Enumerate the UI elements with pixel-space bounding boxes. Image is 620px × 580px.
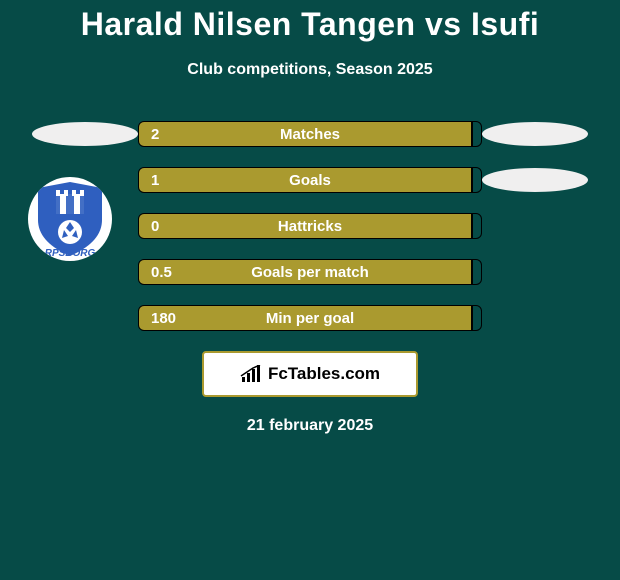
bar-left: 0 (138, 213, 472, 239)
brand-text: FcTables.com (268, 364, 380, 384)
bar-right (472, 121, 482, 147)
bar-value-left: 1 (151, 172, 159, 189)
date-text: 21 february 2025 (0, 417, 620, 435)
stat-bar: 2Matches (138, 121, 482, 147)
subtitle: Club competitions, Season 2025 (0, 61, 620, 79)
stat-row: 0Hattricks (0, 213, 620, 239)
page-title: Harald Nilsen Tangen vs Isufi (0, 0, 620, 43)
stat-row: 0.5Goals per match (0, 259, 620, 285)
bar-right (472, 305, 482, 331)
bar-right (472, 213, 482, 239)
player-photo-placeholder (32, 122, 138, 146)
stat-bar: 1Goals (138, 167, 482, 193)
bar-left: 2 (138, 121, 472, 147)
left-slot (0, 122, 138, 146)
player-photo-placeholder (482, 168, 588, 192)
stat-bar: 0.5Goals per match (138, 259, 482, 285)
bar-right (472, 167, 482, 193)
stat-row: 1Goals (0, 167, 620, 193)
stat-bar: 0Hattricks (138, 213, 482, 239)
stat-bar: 180Min per goal (138, 305, 482, 331)
bar-value-left: 0.5 (151, 264, 172, 281)
chart-icon (240, 365, 262, 383)
bar-left: 1 (138, 167, 472, 193)
bar-value-left: 0 (151, 218, 159, 235)
stat-row: 2Matches (0, 121, 620, 147)
bar-left: 180 (138, 305, 472, 331)
bar-right (472, 259, 482, 285)
bar-value-left: 180 (151, 310, 176, 327)
bar-value-left: 2 (151, 126, 159, 143)
player-photo-placeholder (482, 122, 588, 146)
comparison-card: Harald Nilsen Tangen vs Isufi Club compe… (0, 0, 620, 435)
stats-rows: 2Matches 1Goals 0Hattricks 0.5Goals per mat… (0, 121, 620, 331)
right-slot (482, 122, 620, 146)
stat-row: 180Min per goal (0, 305, 620, 331)
bar-left: 0.5 (138, 259, 472, 285)
brand-box[interactable]: FcTables.com (202, 351, 418, 397)
right-slot (482, 168, 620, 192)
